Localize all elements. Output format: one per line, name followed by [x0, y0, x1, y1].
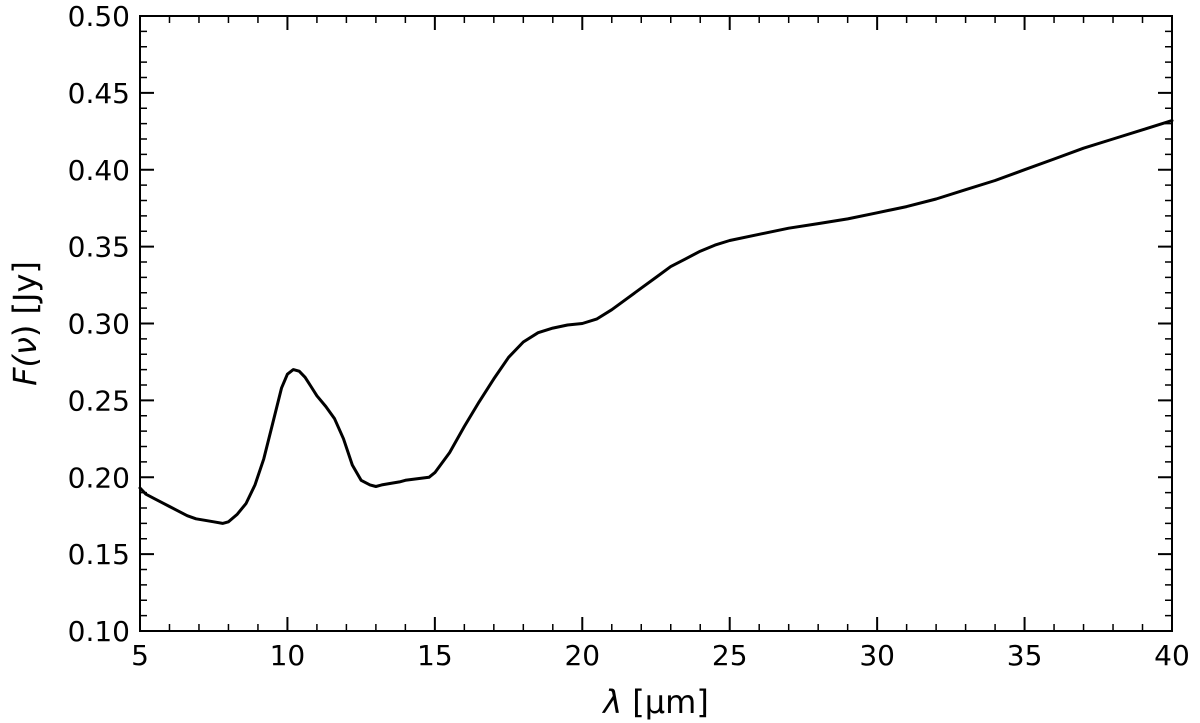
x-axis-symbol: λ [601, 683, 622, 721]
x-axis-unit: [μm] [622, 683, 709, 721]
y-tick-label: 0.45 [68, 77, 130, 110]
plot-frame [139, 15, 1173, 632]
x-tick-label: 20 [564, 639, 600, 672]
y-tick-label: 0.40 [68, 154, 130, 187]
x-axis-label: λ [μm] [601, 683, 709, 721]
y-axis-label: F(ν) [Jy] [6, 261, 44, 386]
y-axis-symbol: ν [6, 337, 44, 355]
y-tick-label: 0.50 [68, 0, 130, 33]
y-tick-labels: 0.10 0.15 0.20 0.25 0.30 0.35 0.40 0.45 0.50 [68, 0, 130, 648]
major-ticks [139, 15, 1173, 632]
x-tick-label: 5 [131, 639, 149, 672]
y-tick-label: 0.30 [68, 308, 130, 341]
x-tick-labels: 5 10 15 20 25 30 35 40 [131, 639, 1190, 672]
y-axis-prefix: F( [6, 353, 44, 385]
y-tick-label: 0.25 [68, 384, 130, 417]
x-tick-label: 10 [270, 639, 306, 672]
x-tick-label: 35 [1007, 639, 1043, 672]
x-tick-label: 30 [859, 639, 895, 672]
y-tick-label: 0.35 [68, 231, 130, 264]
y-tick-label: 0.20 [68, 461, 130, 494]
y-axis-suffix: ) [Jy] [6, 261, 44, 337]
minor-ticks [140, 16, 1172, 631]
series-line [138, 119, 1174, 525]
x-tick-label: 15 [417, 639, 453, 672]
y-tick-label: 0.10 [68, 615, 130, 648]
x-tick-label: 40 [1154, 639, 1190, 672]
y-tick-label: 0.15 [68, 538, 130, 571]
x-tick-label: 25 [712, 639, 748, 672]
